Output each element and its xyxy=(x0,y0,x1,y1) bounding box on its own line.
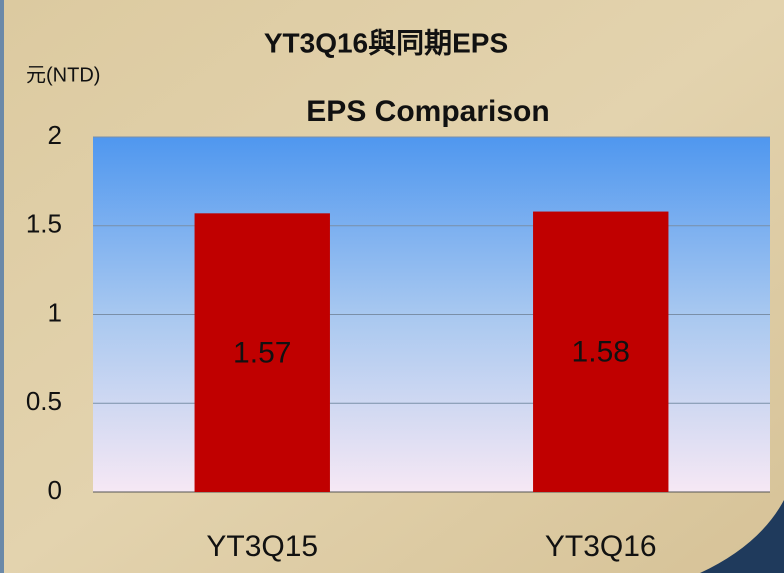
y-tick-label: 1.5 xyxy=(26,209,62,239)
chart-subtitle: EPS Comparison xyxy=(306,95,549,128)
bar xyxy=(194,213,330,492)
y-axis-label: 元(NTD) xyxy=(26,64,100,86)
data-label: 1.58 xyxy=(572,336,630,369)
y-tick-label: 0.5 xyxy=(26,386,62,416)
bar xyxy=(533,211,669,493)
chart-title: YT3Q16與同期EPS xyxy=(264,27,508,58)
data-label: 1.57 xyxy=(233,337,291,370)
corner-decoration xyxy=(700,500,784,573)
y-tick-label: 2 xyxy=(48,120,62,150)
x-tick-label: YT3Q16 xyxy=(545,530,657,563)
left-border xyxy=(0,0,4,573)
y-tick-label: 1 xyxy=(48,297,62,327)
y-tick-label: 0 xyxy=(48,475,62,505)
x-tick-label: YT3Q15 xyxy=(206,530,318,563)
